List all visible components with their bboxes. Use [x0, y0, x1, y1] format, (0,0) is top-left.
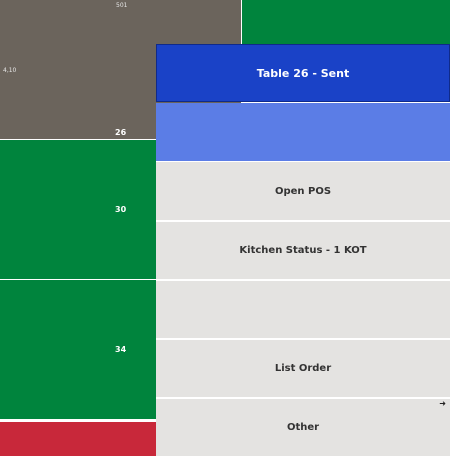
menu-title: Table 26 - Sent	[156, 44, 450, 102]
table-tile-34[interactable]: 34	[0, 280, 156, 419]
table-tile-top-right[interactable]	[242, 0, 450, 44]
open-pos-button[interactable]: Open POS	[156, 162, 450, 220]
open-pos-label: Open POS	[274, 185, 332, 197]
list-order-label: List Order	[274, 363, 332, 374]
table-number-26: 26	[115, 128, 127, 137]
menu-status-banner	[156, 103, 450, 161]
arrow-right-icon: ➜	[439, 399, 446, 408]
other-label: Other	[286, 422, 320, 433]
menu-title-text: Table 26 - Sent	[256, 66, 350, 80]
kitchen-status-button[interactable]: Kitchen Status - 1 KOT	[156, 221, 450, 279]
table-action-menu: Table 26 - Sent Open POS Kitchen Status …	[156, 44, 450, 456]
table-number-30: 30	[115, 205, 127, 214]
kitchen-status-label: Kitchen Status - 1 KOT	[239, 245, 367, 256]
table-tile-bottom[interactable]	[0, 422, 156, 456]
other-button[interactable]: Other ➜	[156, 398, 450, 456]
table-number-34: 34	[115, 345, 127, 354]
empty-menu-item[interactable]	[156, 280, 450, 338]
table-number-501: 501	[116, 2, 128, 9]
table-tile-30[interactable]: 30	[0, 140, 156, 279]
table-side-label: 4,10	[3, 67, 17, 74]
list-order-button[interactable]: List Order	[156, 339, 450, 397]
